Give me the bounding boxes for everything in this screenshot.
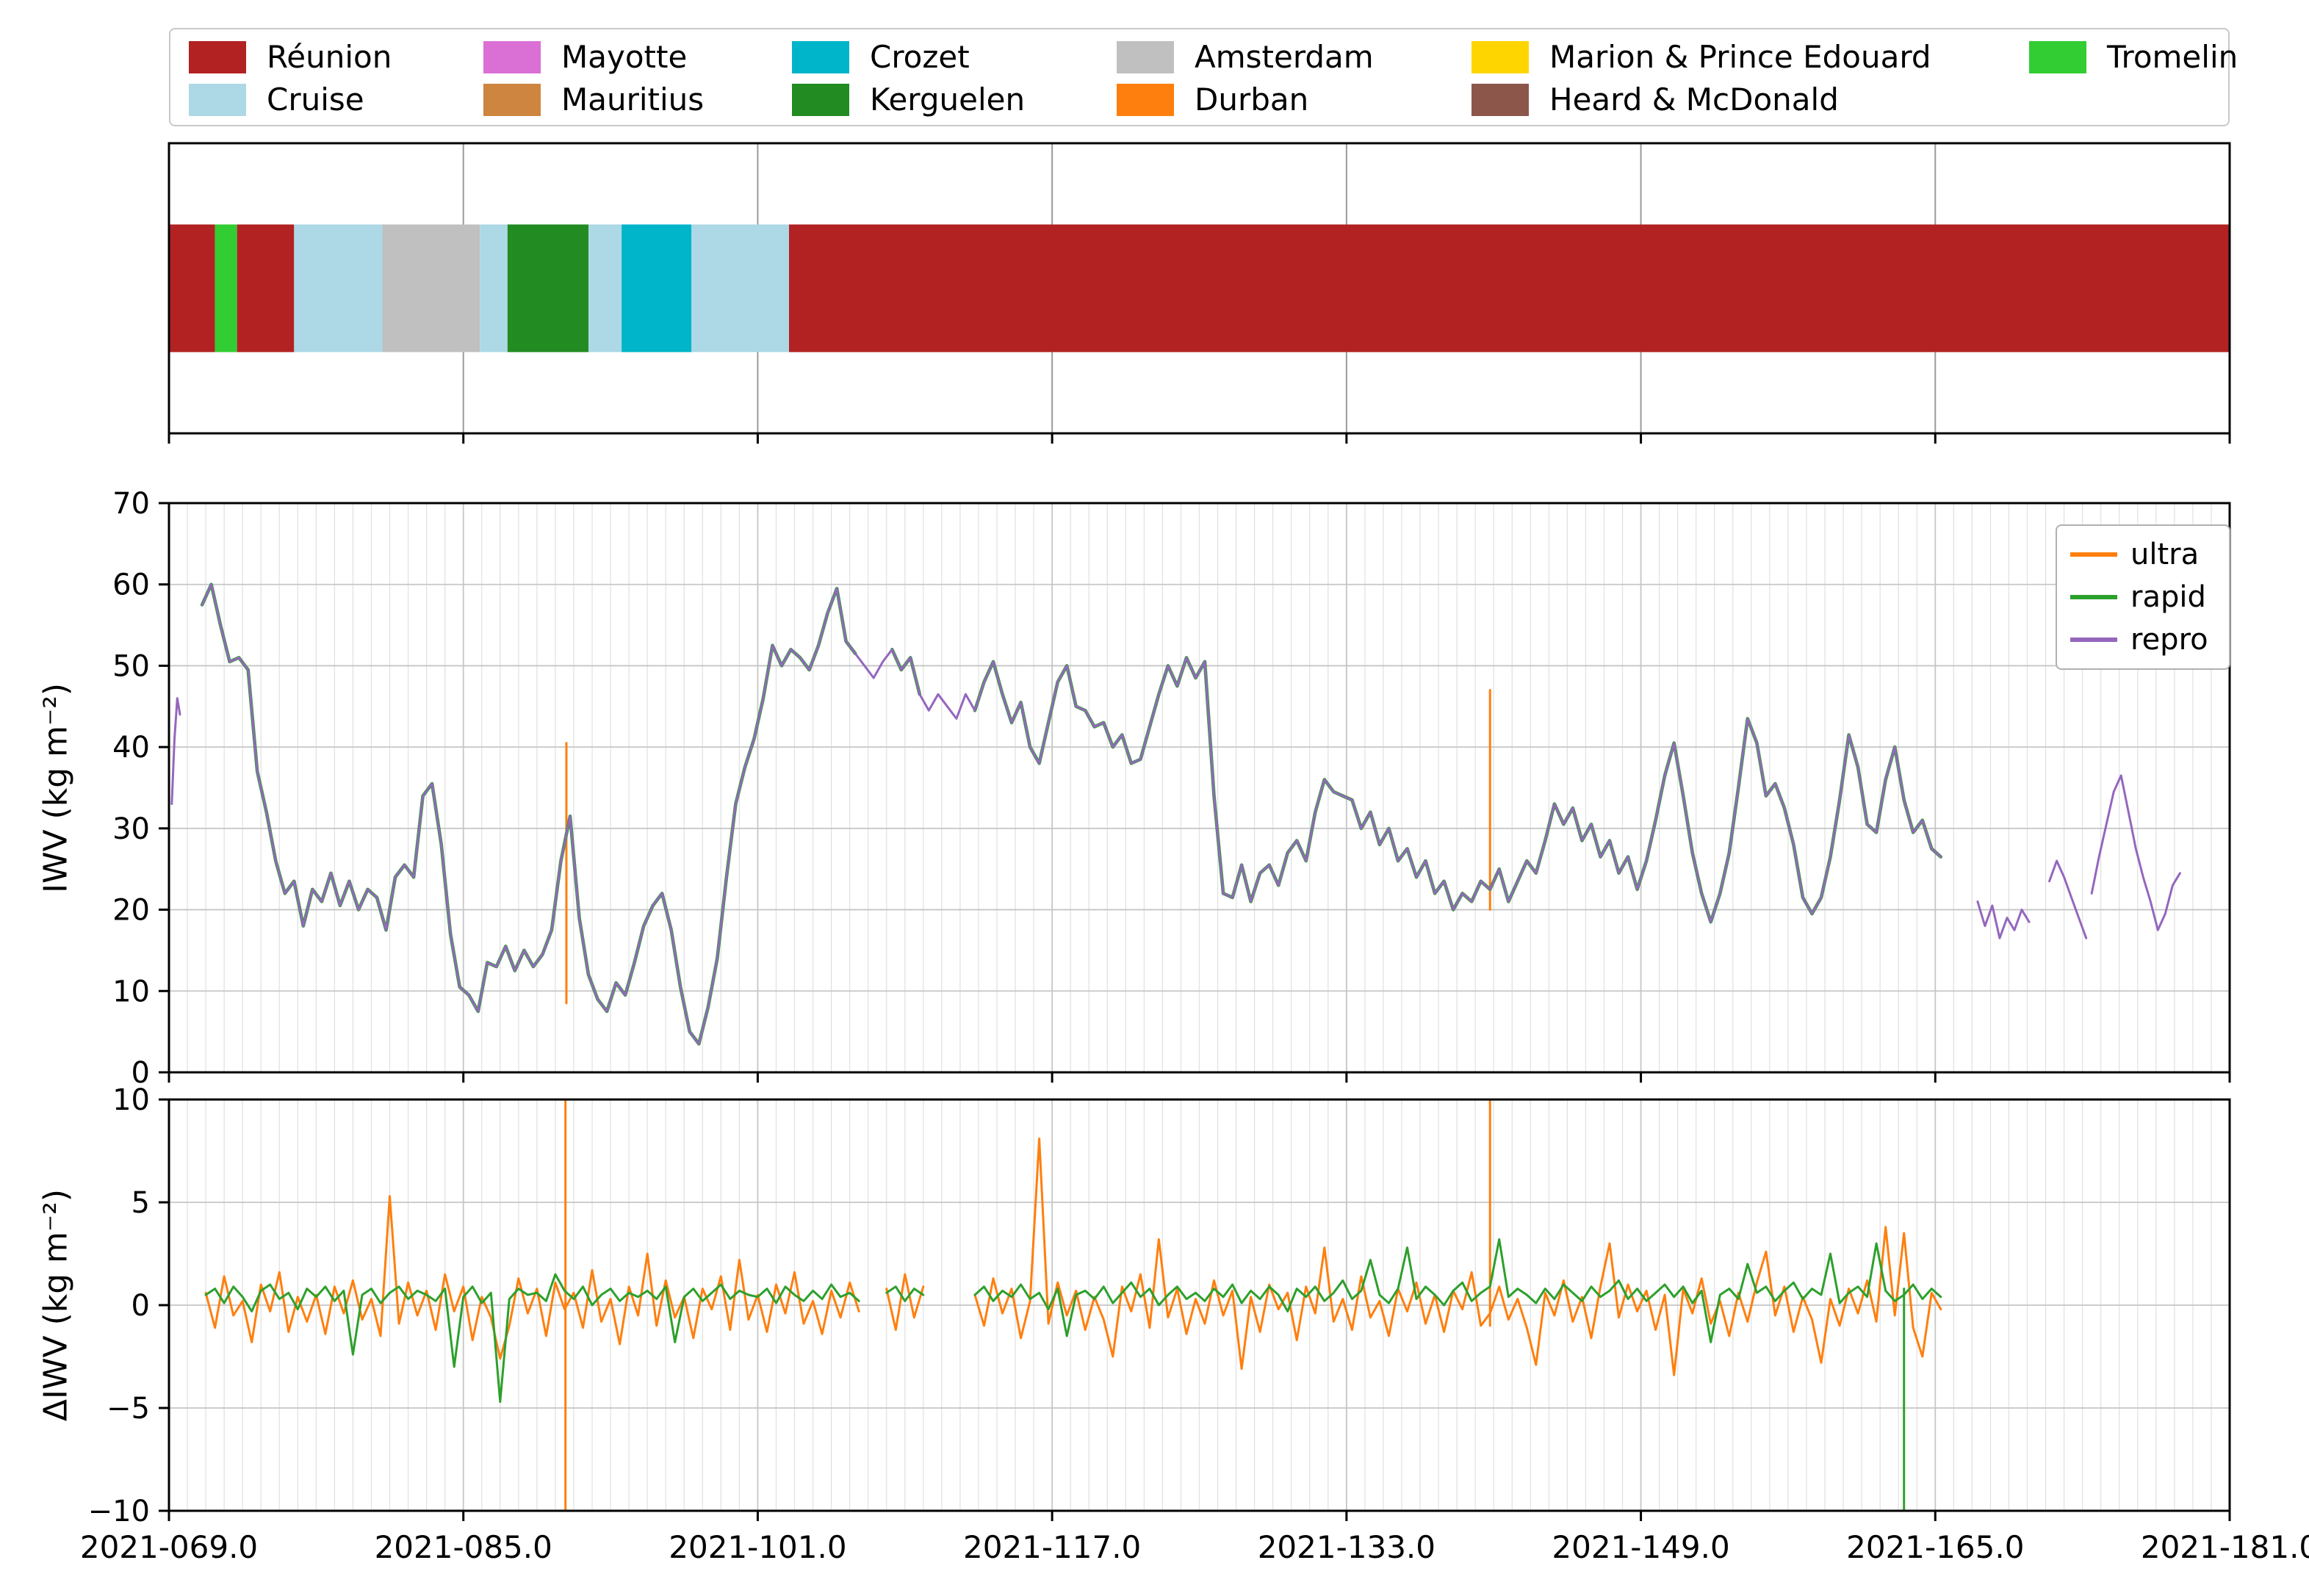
- y-tick-label: 10: [112, 1083, 150, 1117]
- legend-label: Amsterdam: [1195, 39, 1374, 75]
- amsterdam-swatch: [1117, 41, 1174, 73]
- y-tick-label: 60: [112, 568, 150, 602]
- marion-swatch: [1472, 41, 1529, 73]
- mauritius-swatch: [483, 84, 541, 116]
- x-tick-label: 2021-101.0: [669, 1529, 846, 1565]
- legend-label: Mayotte: [561, 39, 688, 75]
- x-tick-label: 2021-117.0: [963, 1529, 1141, 1565]
- ultra-line-swatch: [2070, 552, 2117, 557]
- legend-item-mauritius: Mauritius: [483, 82, 704, 118]
- timeline-segment-crozet: [622, 224, 692, 353]
- series-legend-item-rapid: rapid: [2070, 576, 2216, 618]
- series-legend-label: rapid: [2130, 580, 2206, 614]
- y-tick-label: 0: [132, 1056, 150, 1090]
- series-ultra-line: [973, 656, 1942, 923]
- kerguelen-swatch: [792, 84, 849, 116]
- legend-item-heard: Heard & McDonald: [1472, 82, 1839, 118]
- legend-label: Tromelin: [2107, 39, 2238, 75]
- series-repro-line: [1976, 900, 2031, 939]
- legend-item-kerguelen: Kerguelen: [792, 82, 1025, 118]
- timeline-segment-reunion: [169, 224, 215, 353]
- timeline-segment-cruise: [294, 224, 383, 353]
- legend-label: Durban: [1195, 82, 1309, 118]
- legend-item-durban: Durban: [1117, 82, 1308, 118]
- series-repro-line: [201, 583, 1942, 1045]
- legend-item-reunion: Réunion: [189, 40, 392, 75]
- legend-item-amsterdam: Amsterdam: [1117, 40, 1374, 75]
- series-ultra-line: [973, 1137, 1942, 1376]
- series-rapid-line: [885, 1285, 925, 1302]
- x-tick-label: 2021-085.0: [375, 1529, 552, 1565]
- series-legend-item-ultra: ultra: [2070, 533, 2216, 576]
- timeline-segment-cruise: [588, 224, 622, 353]
- timeline-segment-tromelin: [215, 224, 237, 353]
- series-legend-item-repro: repro: [2070, 618, 2216, 661]
- location-legend: Réunion Cruise Mayotte Mauritius Crozet Kergu…: [169, 28, 2238, 126]
- mayotte-swatch: [483, 41, 541, 73]
- legend-item-cruise: Cruise: [189, 82, 364, 118]
- y-tick-label: 0: [132, 1289, 150, 1323]
- x-tick-label: 2021-149.0: [1552, 1529, 1729, 1565]
- y-tick-label: 30: [112, 812, 150, 846]
- durban-swatch: [1117, 84, 1174, 116]
- y-tick-label: 10: [112, 975, 150, 1008]
- y-tick-label: 50: [112, 649, 150, 683]
- y-tick-label: 20: [112, 894, 150, 928]
- timeline-segment-cruise: [691, 224, 790, 353]
- series-rapid-line: [973, 656, 1943, 924]
- iwv-ylabel: IWV (kg m⁻²): [37, 682, 75, 894]
- legend-label: Réunion: [267, 39, 392, 75]
- x-tick-label: 2021-165.0: [1846, 1529, 2024, 1565]
- timeline-segment-reunion: [789, 224, 2230, 353]
- series-legend: ultra rapid repro: [2056, 524, 2230, 670]
- series-repro-line: [2090, 774, 2181, 931]
- series-rapid-line: [204, 1273, 860, 1404]
- x-tick-label: 2021-133.0: [1258, 1529, 1436, 1565]
- cruise-swatch: [189, 84, 246, 116]
- legend-label: Cruise: [267, 82, 364, 118]
- legend-label: Crozet: [870, 39, 970, 75]
- timeline-segment-kerguelen: [507, 224, 589, 353]
- rapid-line-swatch: [2070, 595, 2117, 599]
- diwv-ylabel: ΔIWV (kg m⁻²): [37, 1188, 75, 1422]
- series-repro-line: [2048, 859, 2088, 939]
- legend-item-tromelin: Tromelin: [2029, 40, 2238, 75]
- legend-item-crozet: Crozet: [792, 40, 970, 75]
- series-rapid-line: [973, 1238, 1942, 1343]
- y-tick-label: 70: [112, 487, 150, 521]
- y-tick-label: −10: [88, 1495, 150, 1528]
- series-ultra-line: [204, 1195, 860, 1360]
- y-tick-label: −5: [107, 1392, 150, 1426]
- y-tick-label: 40: [112, 731, 150, 765]
- legend-label: Kerguelen: [870, 82, 1026, 118]
- series-legend-label: ultra: [2130, 538, 2200, 571]
- repro-line-swatch: [2070, 638, 2117, 642]
- tromelin-swatch: [2029, 41, 2086, 73]
- series-ultra-line: [885, 1273, 925, 1332]
- timeline-segment-cruise: [480, 224, 508, 353]
- legend-item-mayotte: Mayotte: [483, 40, 687, 75]
- y-tick-label: 5: [132, 1186, 150, 1220]
- series-legend-label: repro: [2130, 623, 2208, 657]
- heard-swatch: [1472, 84, 1529, 116]
- legend-item-marion: Marion & Prince Edouard: [1472, 40, 1931, 75]
- legend-label: Marion & Prince Edouard: [1549, 39, 1931, 75]
- crozet-swatch: [792, 41, 849, 73]
- reunion-swatch: [189, 41, 246, 73]
- timeline-segment-reunion: [237, 224, 295, 353]
- series-repro-line: [170, 697, 181, 806]
- legend-label: Heard & McDonald: [1549, 82, 1839, 118]
- legend-label: Mauritius: [561, 82, 705, 118]
- timeline-segment-amsterdam: [382, 224, 480, 353]
- x-tick-label: 2021-181.0: [2141, 1529, 2309, 1565]
- x-tick-label: 2021-069.0: [80, 1529, 258, 1565]
